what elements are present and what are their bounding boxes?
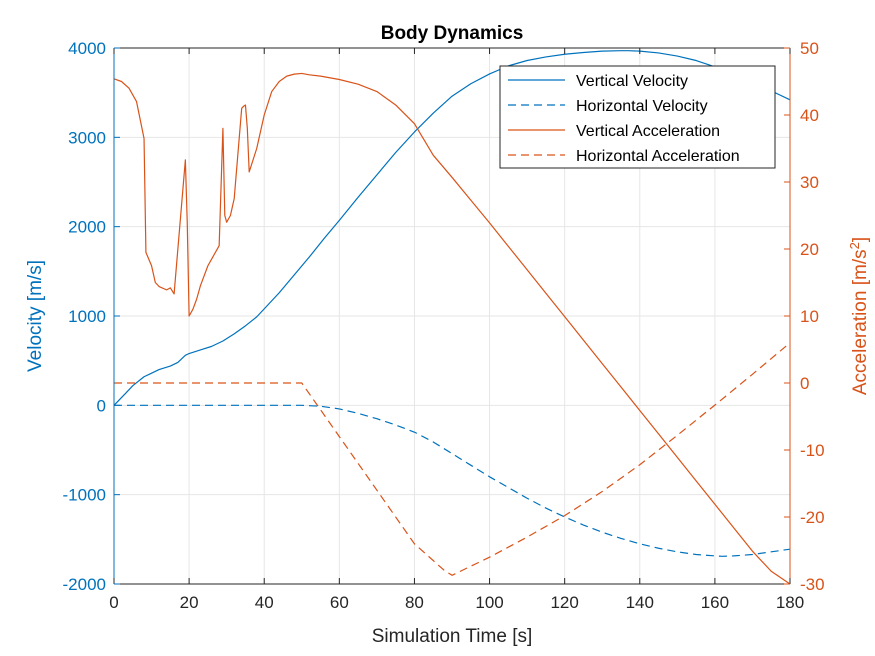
legend: Vertical Velocity Horizontal Velocity Ve… (499, 65, 776, 169)
legend-label-horizontal-acceleration: Horizontal Acceleration (576, 148, 740, 165)
y-left-tick-label: -1000 (63, 486, 106, 505)
chart-title: Body Dynamics (381, 23, 524, 44)
y-right-tick-label: 0 (800, 374, 809, 393)
y-right-tick-label: 20 (800, 240, 819, 259)
x-tick-label: 120 (550, 593, 578, 612)
y-right-tick-label: -10 (800, 441, 825, 460)
series-lines (113, 50, 791, 585)
y-left-tick-label: 3000 (68, 128, 106, 147)
y-right-tick-label: 10 (800, 307, 819, 326)
y-axis-label-right-main: Acceleration [m/s (850, 249, 871, 395)
legend-label-vertical-velocity: Vertical Velocity (576, 73, 688, 90)
x-tick-label: 160 (701, 593, 729, 612)
series-line-vertical-acceleration (113, 72, 791, 585)
x-tick-label: 20 (180, 593, 199, 612)
x-tick-label: 100 (475, 593, 503, 612)
y-right-tick-label: 40 (800, 106, 819, 125)
legend-box (499, 65, 776, 169)
y-left-tick-label: 1000 (68, 307, 106, 326)
x-tick-label: 0 (109, 593, 118, 612)
series-line-vertical-velocity (113, 50, 791, 406)
y-left-tick-label: 2000 (68, 218, 106, 237)
series-line-horizontal-velocity (114, 404, 791, 557)
legend-label-horizontal-velocity: Horizontal Velocity (576, 98, 708, 115)
y-right-tick-label: -30 (800, 575, 825, 594)
y-axis-label-right: Acceleration [m/s2] (847, 237, 871, 395)
legend-label-vertical-acceleration: Vertical Acceleration (576, 123, 720, 140)
x-tick-label: 40 (255, 593, 274, 612)
y-right-tick-label: 30 (800, 173, 819, 192)
y-left-tick-label: 4000 (68, 39, 106, 58)
y-right-tick-label: -20 (800, 508, 825, 527)
y-right-tick-label: 50 (800, 39, 819, 58)
y-axis-label-left: Velocity [m/s] (25, 260, 46, 372)
series-line-horizontal-acceleration (114, 342, 791, 576)
x-tick-label: 180 (776, 593, 804, 612)
y-axis-label-right-sup: 2 (847, 242, 862, 249)
y-axis-label-right-tail: ] (850, 237, 871, 242)
x-tick-label: 80 (405, 593, 424, 612)
x-axis-label: Simulation Time [s] (372, 626, 533, 647)
x-tick-label: 60 (330, 593, 349, 612)
axes (113, 47, 791, 585)
y-left-tick-label: -2000 (63, 575, 106, 594)
tick-labels: 0 20 40 60 80 100 120 140 160 180-2000-1000010002… (63, 39, 825, 612)
x-tick-label: 140 (626, 593, 654, 612)
y-left-tick-label: 0 (97, 396, 106, 415)
